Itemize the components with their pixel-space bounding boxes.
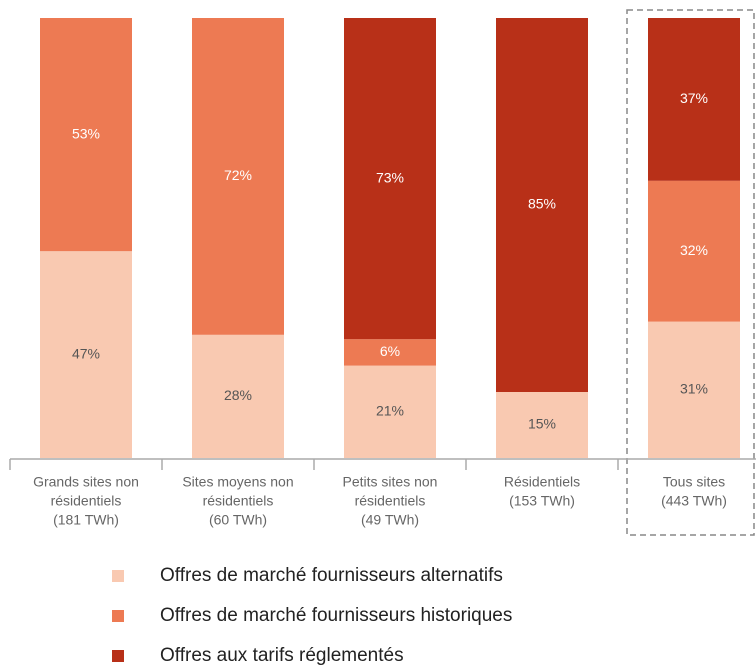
x-tick-label: résidentiels [51,493,122,509]
legend-swatch [112,610,124,622]
bar-segment [192,334,284,458]
x-tick-label: Petits sites non [343,474,438,490]
bar-segment [648,18,740,181]
bar-segment [344,339,436,366]
x-tick-label: (60 TWh) [209,512,267,528]
bar-segment [648,321,740,458]
x-tick-label: Tous sites [663,474,725,490]
legend-swatch [112,570,124,582]
data-label: 73% [376,169,404,185]
x-tick-label: résidentiels [355,493,426,509]
x-tick-label: Sites moyens non [182,474,293,490]
bar-segment [192,18,284,335]
data-label: 37% [680,90,708,106]
data-label: 85% [528,196,556,212]
bar-segment [496,18,588,392]
bar-segment [344,18,436,340]
x-tick-label: Résidentiels [504,474,580,490]
bar-segment [40,18,132,252]
legend-label: Offres de marché fournisseurs alternatif… [160,565,503,586]
data-label: 28% [224,387,252,403]
legend-label: Offres de marché fournisseurs historique… [160,605,512,626]
highlight-box [626,9,755,536]
bar-segment [40,251,132,458]
data-label: 21% [376,403,404,419]
data-label: 47% [72,345,100,361]
x-tick-label: (181 TWh) [53,512,119,528]
data-label: 31% [680,381,708,397]
x-tick-label: Grands sites non [33,474,139,490]
x-tick-label: résidentiels [203,493,274,509]
legend-swatch [112,650,124,662]
x-tick-label: (49 TWh) [361,512,419,528]
x-tick-label: (443 TWh) [661,493,727,509]
bar-segment [496,392,588,458]
data-label: 72% [224,167,252,183]
data-label: 53% [72,125,100,141]
data-label: 32% [680,242,708,258]
legend-label: Offres aux tarifs réglementés [160,645,404,666]
data-label: 15% [528,416,556,432]
bar-segment [344,365,436,458]
bar-segment [648,180,740,322]
data-label: 6% [380,343,400,359]
x-tick-label: (153 TWh) [509,493,575,509]
